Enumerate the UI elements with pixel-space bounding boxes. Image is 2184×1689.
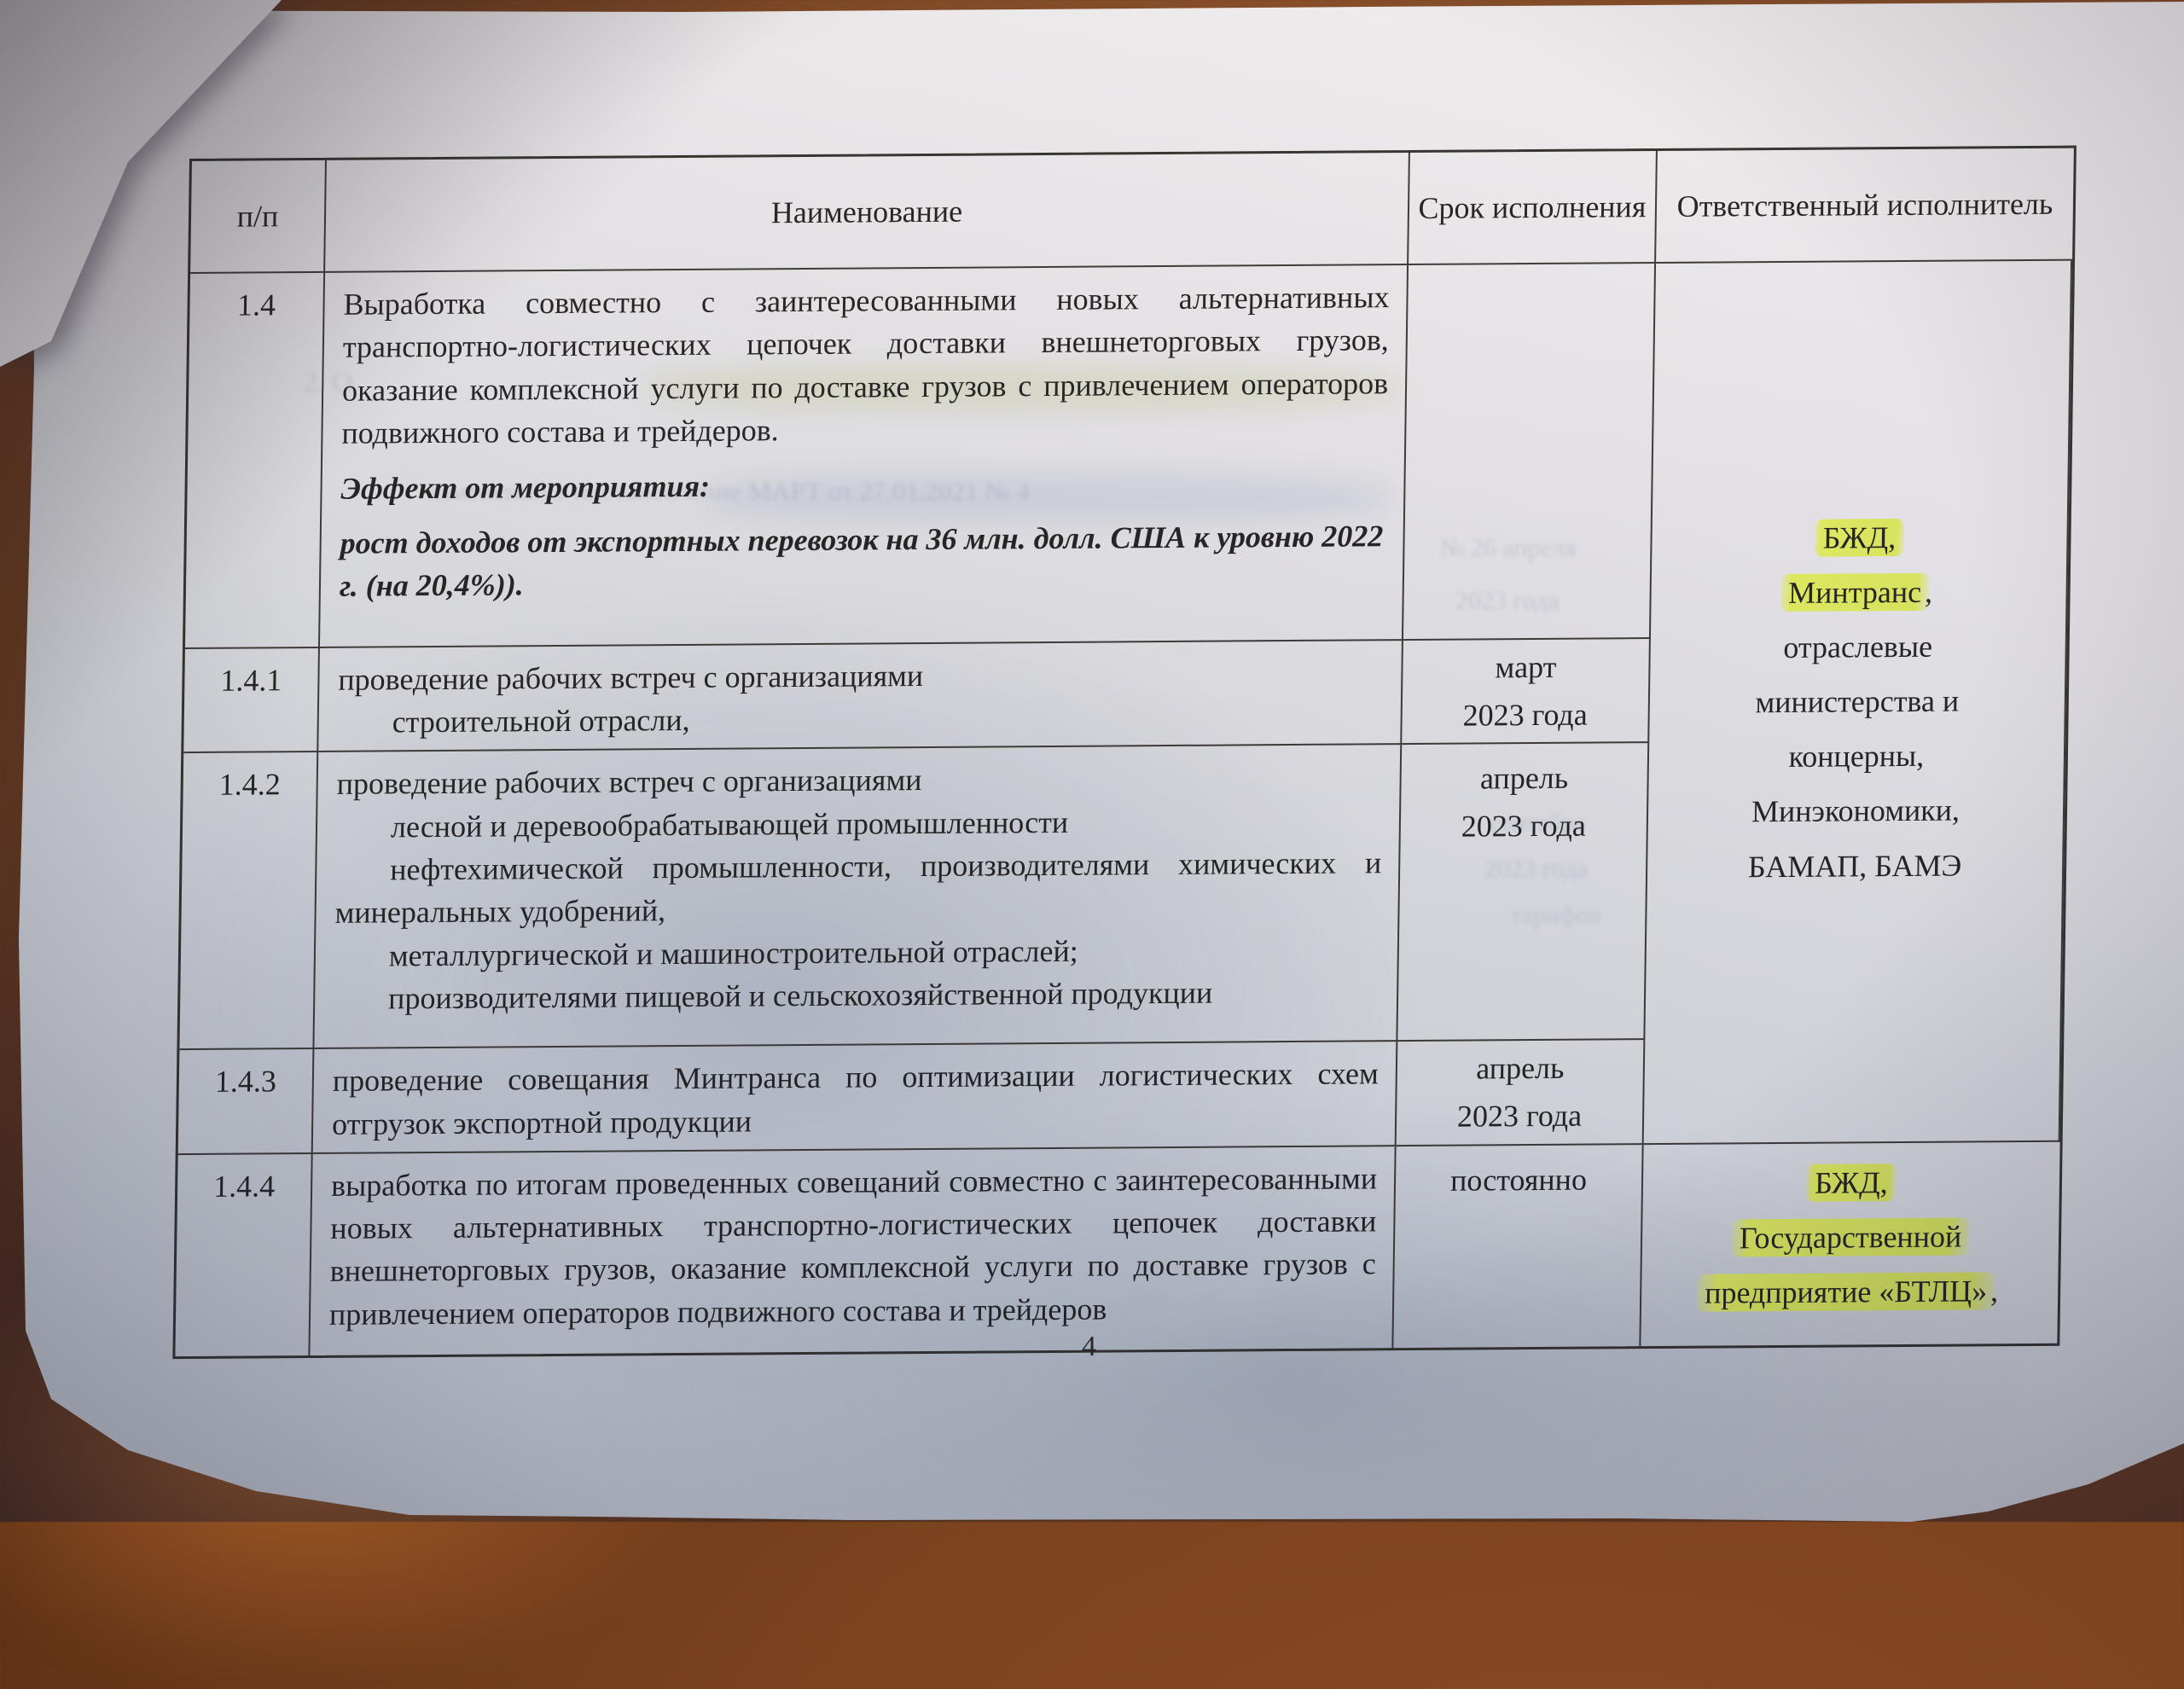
row-1-4-1-number: 1.4.1 — [183, 647, 320, 754]
page-number: 4 — [1082, 1331, 1096, 1362]
row-1-4-3-name: проведение совещания Минтранса по оптими… — [312, 1042, 1398, 1154]
paragraph: металлургической и машиностроительной от… — [388, 933, 1079, 973]
term-line: апрель — [1479, 761, 1569, 796]
text-span: концерны, — [1788, 739, 1925, 775]
text-span: БАМАП, БАМЭ — [1747, 848, 1962, 884]
row-1-4-1-name: проведение рабочих встреч с организациям… — [318, 641, 1403, 753]
term-line: постоянно — [1449, 1162, 1588, 1198]
paragraph: проведение рабочих встреч с организациям… — [336, 763, 922, 802]
row-1-4-4-responsible: БЖД, Государственной предприятие «БТЛЦ», — [1641, 1141, 2059, 1345]
responsible-line: БЖД, — [1652, 1153, 2052, 1210]
paragraph: проведение совещания Минтранса по оптими… — [331, 1056, 1380, 1141]
header-label-term: Срок исполнения — [1418, 189, 1647, 225]
term-line: 2023 года — [1456, 1099, 1583, 1135]
responsible-line: Минэкономики, — [1657, 782, 2055, 839]
responsible-line: БАМАП, БАМЭ — [1656, 837, 2054, 894]
term-line: 2023 года — [1462, 697, 1589, 733]
term-line: 2023 года — [1461, 809, 1587, 844]
responsible-line: предприятие «БТЛЦ», — [1650, 1263, 2050, 1320]
row-1-4-4-number: 1.4.4 — [175, 1153, 313, 1356]
header-cell-term: Срок исполнения — [1409, 150, 1658, 266]
responsible-line: концерны, — [1658, 728, 2056, 785]
marker-highlight: предприятие «БТЛЦ» — [1696, 1272, 1995, 1312]
text-span: Минэкономики, — [1751, 792, 1960, 829]
row-1-4-2-term: апрель 2023 года — [1397, 743, 1650, 1042]
paragraph: производителями пищевой и сельскохозяйст… — [387, 975, 1213, 1016]
term-line: апрель — [1476, 1051, 1565, 1086]
text-span: министерства и — [1755, 683, 1960, 720]
responsible-line: министерства и — [1658, 673, 2056, 730]
overlapping-sheet-corner — [0, 0, 282, 367]
responsible-line: Минтранс, — [1659, 564, 2058, 621]
marker-highlight: БЖД, — [1806, 1163, 1896, 1202]
row-1-4-4-name: выработка по итогам проведенных совещани… — [310, 1146, 1397, 1355]
row-1-4-4-term: постоянно — [1393, 1144, 1644, 1348]
overlapping-sheet — [0, 0, 597, 648]
text-span: отраслевые — [1783, 629, 1933, 665]
responsible-merged-cell: БЖД, Минтранс, отраслевые министерства и кон… — [1643, 260, 2073, 1145]
responsible-line: БЖД, — [1660, 509, 2059, 566]
row-1-4-2-name: проведение рабочих встреч с организациям… — [314, 745, 1403, 1050]
term-line: март — [1495, 649, 1557, 685]
paragraph: лесной и деревообрабатывающей промышленн… — [390, 804, 1069, 844]
text-span: , — [1924, 574, 1933, 609]
marker-highlight: Государственной — [1731, 1217, 1970, 1257]
marker-highlight: Минтранс — [1780, 572, 1930, 612]
row-1-4-3-term: апрель 2023 года — [1396, 1040, 1646, 1146]
row-1-4-3-number: 1.4.3 — [177, 1049, 315, 1155]
text-span: , — [1989, 1274, 1999, 1309]
responsible-line: отраслевые — [1658, 618, 2057, 676]
row-1-4-2-number: 1.4.2 — [179, 752, 319, 1051]
paragraph: выработка по итогам проведенных совещани… — [328, 1160, 1378, 1332]
header-cell-responsible: Ответственный исполнитель — [1656, 148, 2074, 264]
responsible-line: Государственной — [1651, 1209, 2051, 1266]
marker-highlight: БЖД, — [1815, 519, 1904, 557]
paragraph: строительной отрасли, — [392, 703, 690, 740]
paragraph: проведение рабочих встреч с организациям… — [338, 659, 924, 697]
header-label-responsible: Ответственный исполнитель — [1676, 186, 2053, 223]
row-1-4-1-term: март 2023 года — [1402, 639, 1651, 746]
row-1-4-term — [1403, 264, 1657, 641]
paragraph: нефтехимической промышленности, производ… — [334, 845, 1382, 931]
